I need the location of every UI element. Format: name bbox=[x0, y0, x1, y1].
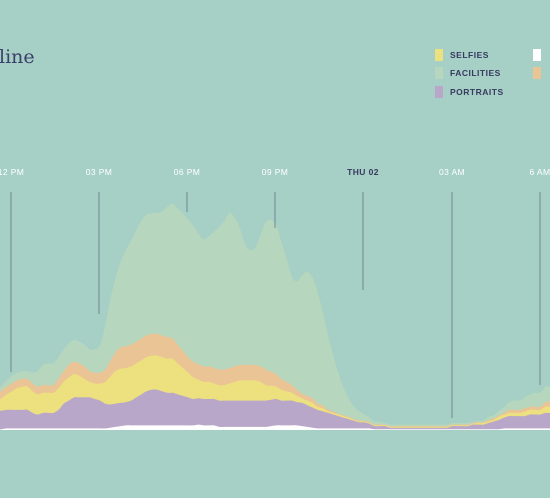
x-tick-label: 06 PM bbox=[174, 167, 201, 177]
x-tick-label: 12 PM bbox=[0, 167, 24, 177]
legend-swatch bbox=[533, 49, 541, 61]
x-tick-label: THU 02 bbox=[347, 167, 379, 177]
legend-label: PORTRAITS bbox=[450, 87, 504, 97]
chart-legend: SELFIES FACILITIES PORTRAITS bbox=[435, 49, 541, 98]
time-gridlines bbox=[10, 192, 541, 418]
chart-title: line bbox=[0, 46, 35, 68]
legend-swatch bbox=[435, 67, 443, 79]
legend-label: FACILITIES bbox=[450, 68, 501, 78]
x-tick-label: 6 AM bbox=[530, 167, 550, 177]
legend-label: SELFIES bbox=[450, 50, 489, 60]
x-tick-label: 03 PM bbox=[86, 167, 113, 177]
x-tick-label: 03 AM bbox=[439, 167, 465, 177]
legend-swatch bbox=[435, 49, 443, 61]
x-axis-tick-labels: 12 PM 03 PM 06 PM 09 PM THU 02 03 AM 6 AM bbox=[0, 167, 550, 177]
area-portraits bbox=[0, 389, 550, 430]
legend-swatch bbox=[533, 67, 541, 79]
chart-areas bbox=[0, 203, 550, 430]
x-tick-label: 09 PM bbox=[262, 167, 289, 177]
area-series-0 bbox=[0, 424, 550, 430]
legend-swatch bbox=[435, 86, 443, 98]
